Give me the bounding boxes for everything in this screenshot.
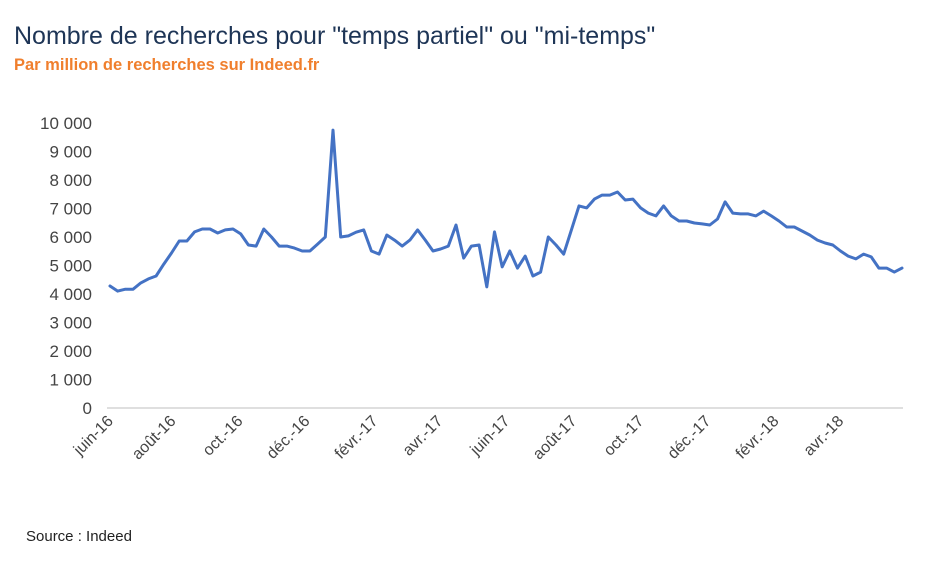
x-tick-label: juin-16 xyxy=(70,413,117,460)
source-note: Source : Indeed xyxy=(26,528,132,545)
chart-subtitle: Par million de recherches sur Indeed.fr xyxy=(14,56,320,74)
y-tick-label: 4 000 xyxy=(49,285,92,304)
x-tick-label: août-16 xyxy=(129,413,179,463)
x-tick-label: avr.-17 xyxy=(400,413,447,460)
x-tick-label: févr.-17 xyxy=(332,413,382,463)
y-tick-label: 10 000 xyxy=(40,114,92,133)
data-series-line xyxy=(108,128,904,293)
y-tick-label: 3 000 xyxy=(49,314,92,333)
y-tick-label: 1 000 xyxy=(49,371,92,390)
y-tick-label: 5 000 xyxy=(49,257,92,276)
y-tick-label: 7 000 xyxy=(49,200,92,219)
x-tick-label: avr.-18 xyxy=(801,413,848,460)
x-tick-label: oct.-17 xyxy=(601,413,648,460)
x-tick-label: déc.-16 xyxy=(264,413,314,463)
y-tick-label: 9 000 xyxy=(49,143,92,162)
y-tick-label: 0 xyxy=(83,399,92,418)
y-tick-label: 6 000 xyxy=(49,228,92,247)
x-tick-label: oct.-16 xyxy=(200,413,247,460)
chart-title: Nombre de recherches pour "temps partiel… xyxy=(14,22,656,50)
x-tick-label: août-17 xyxy=(530,413,580,463)
x-tick-label: déc.-17 xyxy=(665,413,715,463)
y-tick-label: 2 000 xyxy=(49,342,92,361)
x-tick-label: févr.-18 xyxy=(733,413,783,463)
y-tick-label: 8 000 xyxy=(49,171,92,190)
x-tick-label: juin-17 xyxy=(467,413,514,460)
